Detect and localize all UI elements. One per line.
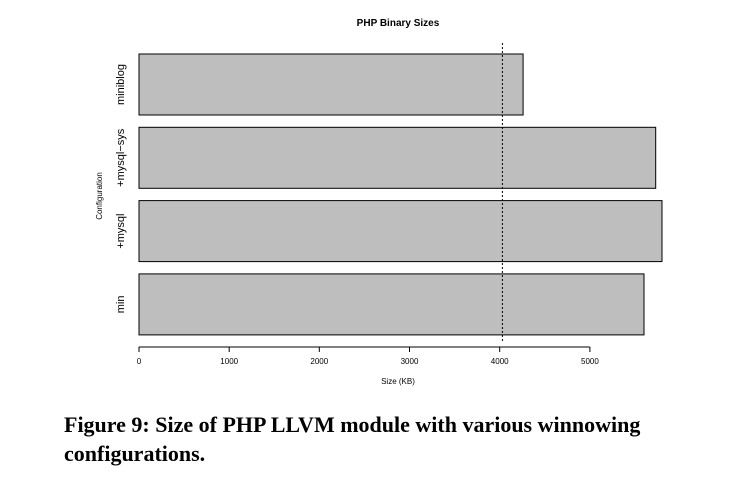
bar-chart: PHP Binary Sizes min +mysql +mysql−sys mini… (95, 18, 663, 386)
bars-group (138, 53, 663, 336)
x-ticks-group: 0 1000 2000 3000 4000 5000 (137, 347, 599, 366)
x-tick-label: 2000 (310, 357, 328, 366)
category-label: +mysql (115, 214, 127, 249)
chart-title: PHP Binary Sizes (357, 18, 440, 29)
bar (138, 53, 524, 116)
category-labels-group: min +mysql +mysql−sys miniblog (115, 64, 127, 313)
bar (138, 273, 645, 336)
category-label: min (115, 296, 127, 314)
y-axis-label: Configuration (95, 172, 104, 220)
category-label: +mysql−sys (115, 128, 127, 187)
x-tick-label: 3000 (401, 357, 419, 366)
x-tick-label: 4000 (491, 357, 509, 366)
figure-caption: Figure 9: Size of PHP LLVM module with v… (64, 412, 641, 466)
bar (138, 200, 663, 263)
x-tick-label: 5000 (581, 357, 599, 366)
x-tick-label: 1000 (220, 357, 238, 366)
category-label: miniblog (115, 64, 127, 105)
x-tick-label: 0 (137, 357, 142, 366)
bar (138, 126, 657, 189)
x-axis-label: Size (KB) (381, 377, 415, 386)
